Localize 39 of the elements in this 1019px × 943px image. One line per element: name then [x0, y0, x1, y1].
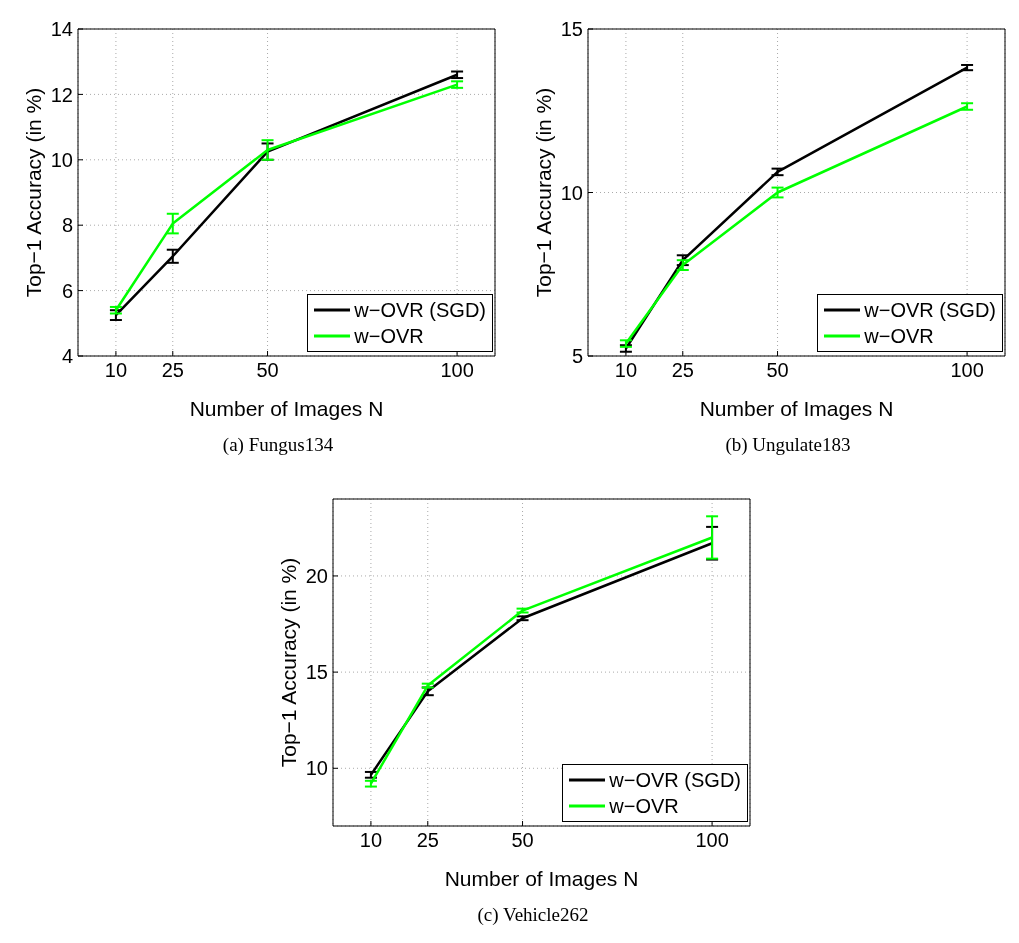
text: (b) Ungulate183: [724, 434, 852, 456]
x-tick-label: 10: [614, 359, 638, 382]
legend-label: w−OVR: [609, 794, 679, 818]
y-tick-label: 10: [50, 148, 73, 171]
y-axis-title: Top−1 Accuracy (in %): [22, 87, 46, 298]
x-tick-label: 50: [511, 829, 534, 852]
y-tick-label: 6: [61, 279, 73, 302]
x-tick-label: 10: [359, 829, 383, 852]
y-axis-title: Top−1 Accuracy (in %): [277, 557, 301, 768]
legend-label: w−OVR: [864, 324, 934, 348]
y-tick-label: 10: [305, 757, 328, 780]
x-axis-title: Number of Images N: [699, 397, 894, 420]
x-tick-label: 100: [950, 359, 984, 382]
x-tick-label: 100: [695, 829, 729, 852]
x-tick-label: 50: [766, 359, 789, 382]
x-tick-label: 25: [161, 359, 184, 382]
y-tick-label: 20: [305, 565, 328, 588]
y-tick-label: 4: [61, 345, 73, 368]
y-tick-label: 5: [571, 345, 583, 368]
x-tick-label: 25: [671, 359, 694, 382]
text: (a) Fungus134: [221, 434, 335, 456]
legend-label: w−OVR (SGD): [609, 768, 741, 792]
legend-label: w−OVR (SGD): [354, 298, 486, 322]
y-tick-label: 12: [50, 83, 73, 106]
y-tick-label: 14: [50, 18, 73, 41]
legend-label: w−OVR (SGD): [864, 298, 996, 322]
y-tick-label: 15: [305, 661, 328, 684]
text: (c) Vehicle262: [476, 904, 590, 926]
x-tick-label: 100: [440, 359, 474, 382]
y-tick-label: 15: [560, 18, 583, 41]
x-tick-label: 50: [256, 359, 279, 382]
x-axis-title: Number of Images N: [189, 397, 384, 420]
legend-label: w−OVR: [354, 324, 424, 348]
x-axis-title: Number of Images N: [444, 867, 639, 890]
x-tick-label: 25: [416, 829, 439, 852]
y-axis-title: Top−1 Accuracy (in %): [532, 87, 556, 298]
x-tick-label: 10: [104, 359, 128, 382]
y-tick-label: 10: [560, 181, 583, 204]
y-tick-label: 8: [61, 214, 73, 237]
